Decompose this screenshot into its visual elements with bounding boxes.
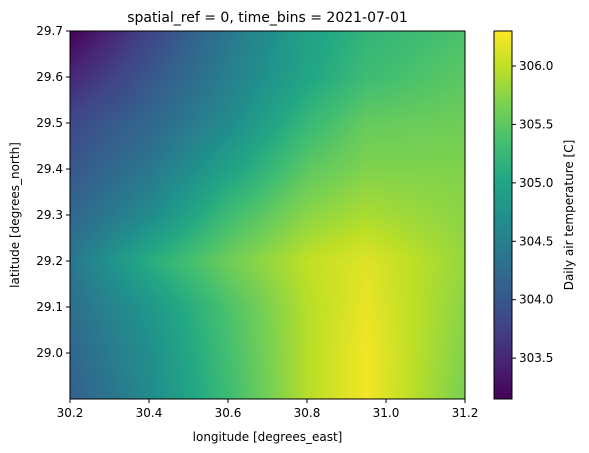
y-tick-label: 29.3 [36, 208, 63, 222]
y-axis: 29.0 29.1 29.2 29.3 29.4 29.5 29.6 29.7 [36, 24, 70, 360]
y-tick-label: 29.1 [36, 300, 63, 314]
colorbar-label: Daily air temperature [C] [562, 140, 576, 291]
colorbar-fill [494, 31, 512, 399]
colorbar-tick-label: 304.0 [519, 293, 553, 307]
x-tick-label: 30.2 [57, 406, 84, 420]
x-tick-label: 30.8 [294, 406, 321, 420]
x-tick-label: 30.6 [215, 406, 242, 420]
colorbar-tick-label: 305.5 [519, 117, 553, 131]
y-tick-label: 29.7 [36, 24, 63, 38]
y-tick-label: 29.2 [36, 254, 63, 268]
colorbar-tick-label: 305.0 [519, 176, 553, 190]
x-tick-label: 30.4 [136, 406, 163, 420]
plot-area [69, 30, 466, 400]
chart-title: spatial_ref = 0, time_bins = 2021-07-01 [127, 10, 408, 26]
colorbar-ticks: 303.5 304.0 304.5 305.0 305.5 306.0 [512, 59, 553, 365]
x-tick-label: 31.2 [452, 406, 479, 420]
colorbar: 303.5 304.0 304.5 305.0 305.5 306.0 Daily air… [493, 30, 576, 400]
y-axis-label: latitude [degrees_north] [8, 142, 22, 288]
y-tick-label: 29.6 [36, 70, 63, 84]
y-tick-label: 29.0 [36, 346, 63, 360]
colorbar-tick-label: 303.5 [519, 351, 553, 365]
heatmap [70, 31, 465, 399]
colorbar-tick-label: 306.0 [519, 59, 553, 73]
x-tick-label: 31.0 [373, 406, 400, 420]
colorbar-frame [493, 30, 513, 400]
y-tick-label: 29.5 [36, 116, 63, 130]
y-tick-label: 29.4 [36, 162, 63, 176]
x-axis: 30.2 30.4 30.6 30.8 31.0 31.2 [57, 399, 479, 420]
x-axis-label: longitude [degrees_east] [193, 430, 343, 444]
colorbar-tick-label: 304.5 [519, 234, 553, 248]
